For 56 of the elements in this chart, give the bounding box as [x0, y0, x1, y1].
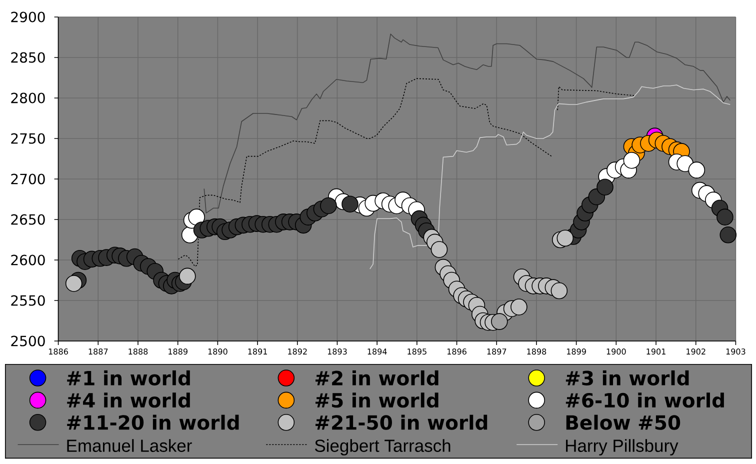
point	[556, 230, 574, 247]
x-tick-label: 1902	[686, 348, 706, 355]
point	[510, 298, 528, 316]
legend-label: #1 in world	[67, 370, 190, 386]
point	[623, 152, 640, 169]
x-tick-label: 1901	[646, 348, 666, 355]
x-tick-label: 1892	[288, 348, 307, 355]
legend-label: #2 in world	[316, 370, 438, 386]
legend-label: #21-50 in world	[316, 414, 488, 430]
y-tick-label: 2550	[11, 295, 45, 306]
x-tick-label: 1891	[248, 348, 267, 355]
x-tick-label: 1900	[606, 348, 626, 355]
x-tick-label: 1897	[487, 348, 506, 355]
legend-label: #4 in world	[67, 392, 190, 408]
legend-label: Below #50	[566, 414, 680, 430]
point	[716, 208, 734, 226]
legend-label: Emanuel Lasker	[67, 439, 192, 452]
y-tick-label: 2800	[11, 92, 45, 104]
y-tick-label: 2600	[11, 254, 45, 266]
x-tick-label: 1898	[527, 348, 546, 355]
x-tick-label: 1886	[48, 348, 68, 355]
legend-label: #11-20 in world	[67, 414, 239, 430]
x-tick-label: 1899	[567, 348, 586, 355]
x-tick-label: 1896	[447, 348, 466, 355]
y-tick-label: 2850	[11, 52, 45, 63]
legend-label: Harry Pillsbury	[566, 439, 678, 456]
y-tick-label: 2900	[11, 12, 45, 22]
point	[550, 282, 568, 300]
x-tick-label: 1894	[368, 348, 387, 355]
point	[596, 178, 614, 196]
x-tick-label: 1887	[88, 348, 108, 355]
y-tick-label: 2700	[11, 174, 45, 184]
point	[342, 196, 358, 213]
point	[430, 241, 448, 258]
y-tick-label: 2750	[11, 133, 45, 144]
x-tick-label: 1895	[408, 348, 426, 355]
point	[65, 275, 82, 292]
x-tick-label: 1888	[128, 348, 148, 355]
x-tick-label: 1893	[328, 348, 347, 355]
point	[720, 226, 737, 244]
legend-label: #6-10 in world	[566, 392, 724, 408]
point	[688, 162, 706, 178]
point	[491, 313, 508, 330]
y-tick-label: 2500	[11, 336, 45, 346]
line-series	[370, 84, 731, 270]
point	[179, 268, 196, 285]
point	[320, 197, 337, 214]
x-tick-label: 1890	[208, 348, 228, 355]
legend-label: #5 in world	[316, 392, 438, 408]
line-series	[204, 34, 731, 214]
legend-label: #3 in world	[566, 370, 689, 386]
x-tick-label: 1889	[168, 348, 188, 355]
x-tick-label: 1903	[726, 348, 746, 355]
y-tick-label: 2650	[11, 214, 45, 225]
legend-label: Siegbert Tarrasch	[314, 439, 450, 456]
point	[188, 208, 205, 226]
